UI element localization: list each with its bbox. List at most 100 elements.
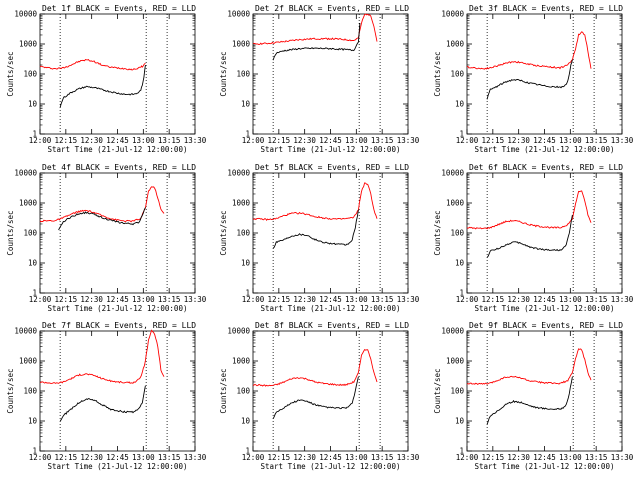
chart-title: Det 2f BLACK = Events, RED = LLD (255, 4, 409, 13)
y-tick-label: 10000 (441, 169, 464, 178)
y-axis-label: Counts/sec (6, 368, 15, 413)
x-axis-label: Start Time (21-Jul-12 12:00:00) (48, 145, 188, 154)
y-tick-label: 100 (450, 70, 464, 79)
x-tick-label: 12:30 (507, 136, 530, 145)
x-tick-label: 12:45 (106, 453, 129, 462)
x-tick-label: 12:00 (29, 453, 52, 462)
plot-frame (252, 172, 409, 294)
y-tick-label: 1 (32, 447, 37, 456)
y-tick-label: 1000 (446, 199, 465, 208)
x-tick-label: 12:45 (319, 453, 342, 462)
y-axis-label: Counts/sec (219, 368, 228, 413)
y-tick-label: 10 (28, 259, 38, 268)
x-tick-label: 13:30 (184, 136, 207, 145)
x-tick-label: 12:45 (319, 136, 342, 145)
x-tick-label: 12:00 (456, 295, 479, 304)
x-tick-label: 12:30 (507, 453, 530, 462)
x-tick-label: 12:30 (293, 453, 316, 462)
chart-title: Det 9f BLACK = Events, RED = LLD (469, 321, 623, 330)
y-tick-label: 10 (455, 259, 465, 268)
lld-rate-line (252, 13, 378, 45)
y-tick-label: 1000 (446, 357, 465, 366)
event-rate-line (272, 376, 359, 420)
y-tick-label: 10 (241, 100, 251, 109)
chart-panel-6: Det 6f BLACK = Events, RED = LLD 1 10 100 10… (433, 163, 634, 313)
y-tick-label: 10000 (227, 327, 250, 336)
lld-rate-line (252, 182, 378, 221)
x-tick-label: 12:00 (456, 136, 479, 145)
x-tick-label: 12:15 (482, 453, 505, 462)
y-tick-label: 1000 (19, 199, 38, 208)
x-tick-label: 13:15 (371, 453, 394, 462)
plot-frame (39, 172, 196, 294)
event-rate-line (272, 22, 361, 61)
chart-title: Det 8f BLACK = Events, RED = LLD (255, 321, 409, 330)
y-tick-label: 1000 (232, 199, 251, 208)
x-tick-label: 13:15 (371, 295, 394, 304)
x-tick-label: 13:30 (611, 295, 634, 304)
plot-frame (39, 330, 196, 452)
x-axis-label: Start Time (21-Jul-12 12:00:00) (475, 145, 615, 154)
y-tick-label: 10 (455, 417, 465, 426)
plot-frame (466, 330, 623, 452)
x-tick-label: 13:15 (158, 295, 181, 304)
y-tick-label: 100 (450, 229, 464, 238)
x-tick-label: 12:00 (29, 295, 52, 304)
x-tick-label: 12:15 (482, 295, 505, 304)
x-tick-label: 13:15 (585, 453, 608, 462)
x-tick-label: 12:00 (456, 453, 479, 462)
lld-rate-line (252, 349, 378, 387)
x-tick-label: 13:30 (611, 136, 634, 145)
y-tick-label: 10000 (14, 169, 37, 178)
y-tick-label: 1 (32, 130, 37, 139)
x-tick-label: 13:30 (397, 136, 420, 145)
y-axis-label: Counts/sec (219, 51, 228, 96)
plot-frame (466, 172, 623, 294)
x-tick-label: 13:15 (158, 453, 181, 462)
x-tick-label: 13:30 (184, 453, 207, 462)
x-tick-label: 13:30 (184, 295, 207, 304)
x-tick-label: 13:30 (397, 453, 420, 462)
x-tick-label: 13:30 (611, 453, 634, 462)
x-tick-label: 12:15 (55, 136, 78, 145)
x-axis-label: Start Time (21-Jul-12 12:00:00) (48, 304, 188, 313)
x-tick-label: 12:45 (533, 453, 556, 462)
y-tick-label: 10 (241, 417, 251, 426)
chart-panel-8: Det 8f BLACK = Events, RED = LLD 1 10 100 10… (219, 321, 420, 471)
y-tick-label: 100 (236, 70, 250, 79)
plot-frame (39, 13, 196, 135)
x-tick-label: 13:00 (345, 453, 368, 462)
x-axis-label: Start Time (21-Jul-12 12:00:00) (261, 462, 401, 471)
x-tick-label: 12:30 (293, 136, 316, 145)
plot-frame (252, 13, 409, 135)
x-tick-label: 12:45 (533, 295, 556, 304)
x-tick-label: 13:00 (559, 453, 582, 462)
event-rate-line (486, 214, 573, 258)
y-tick-label: 1000 (446, 40, 465, 49)
x-tick-label: 12:15 (268, 453, 291, 462)
chart-title: Det 6f BLACK = Events, RED = LLD (469, 163, 623, 172)
event-rate-line (486, 59, 573, 100)
lld-rate-line (39, 329, 165, 384)
event-rate-line (272, 209, 359, 249)
y-tick-label: 10000 (14, 10, 37, 19)
event-rate-line (59, 385, 146, 422)
y-tick-label: 100 (23, 229, 37, 238)
lld-rate-line (466, 190, 592, 230)
y-tick-label: 100 (23, 387, 37, 396)
x-tick-label: 12:00 (29, 136, 52, 145)
y-tick-label: 1 (459, 289, 464, 298)
y-axis-label: Counts/sec (6, 210, 15, 255)
x-axis-label: Start Time (21-Jul-12 12:00:00) (48, 462, 188, 471)
chart-title: Det 7f BLACK = Events, RED = LLD (42, 321, 196, 330)
y-tick-label: 1 (459, 447, 464, 456)
y-tick-label: 1000 (19, 40, 38, 49)
x-tick-label: 12:15 (55, 453, 78, 462)
x-axis-label: Start Time (21-Jul-12 12:00:00) (475, 304, 615, 313)
x-tick-label: 12:15 (482, 136, 505, 145)
x-tick-label: 12:15 (268, 295, 291, 304)
y-tick-label: 100 (236, 229, 250, 238)
y-tick-label: 10000 (441, 10, 464, 19)
x-tick-label: 13:00 (132, 295, 155, 304)
